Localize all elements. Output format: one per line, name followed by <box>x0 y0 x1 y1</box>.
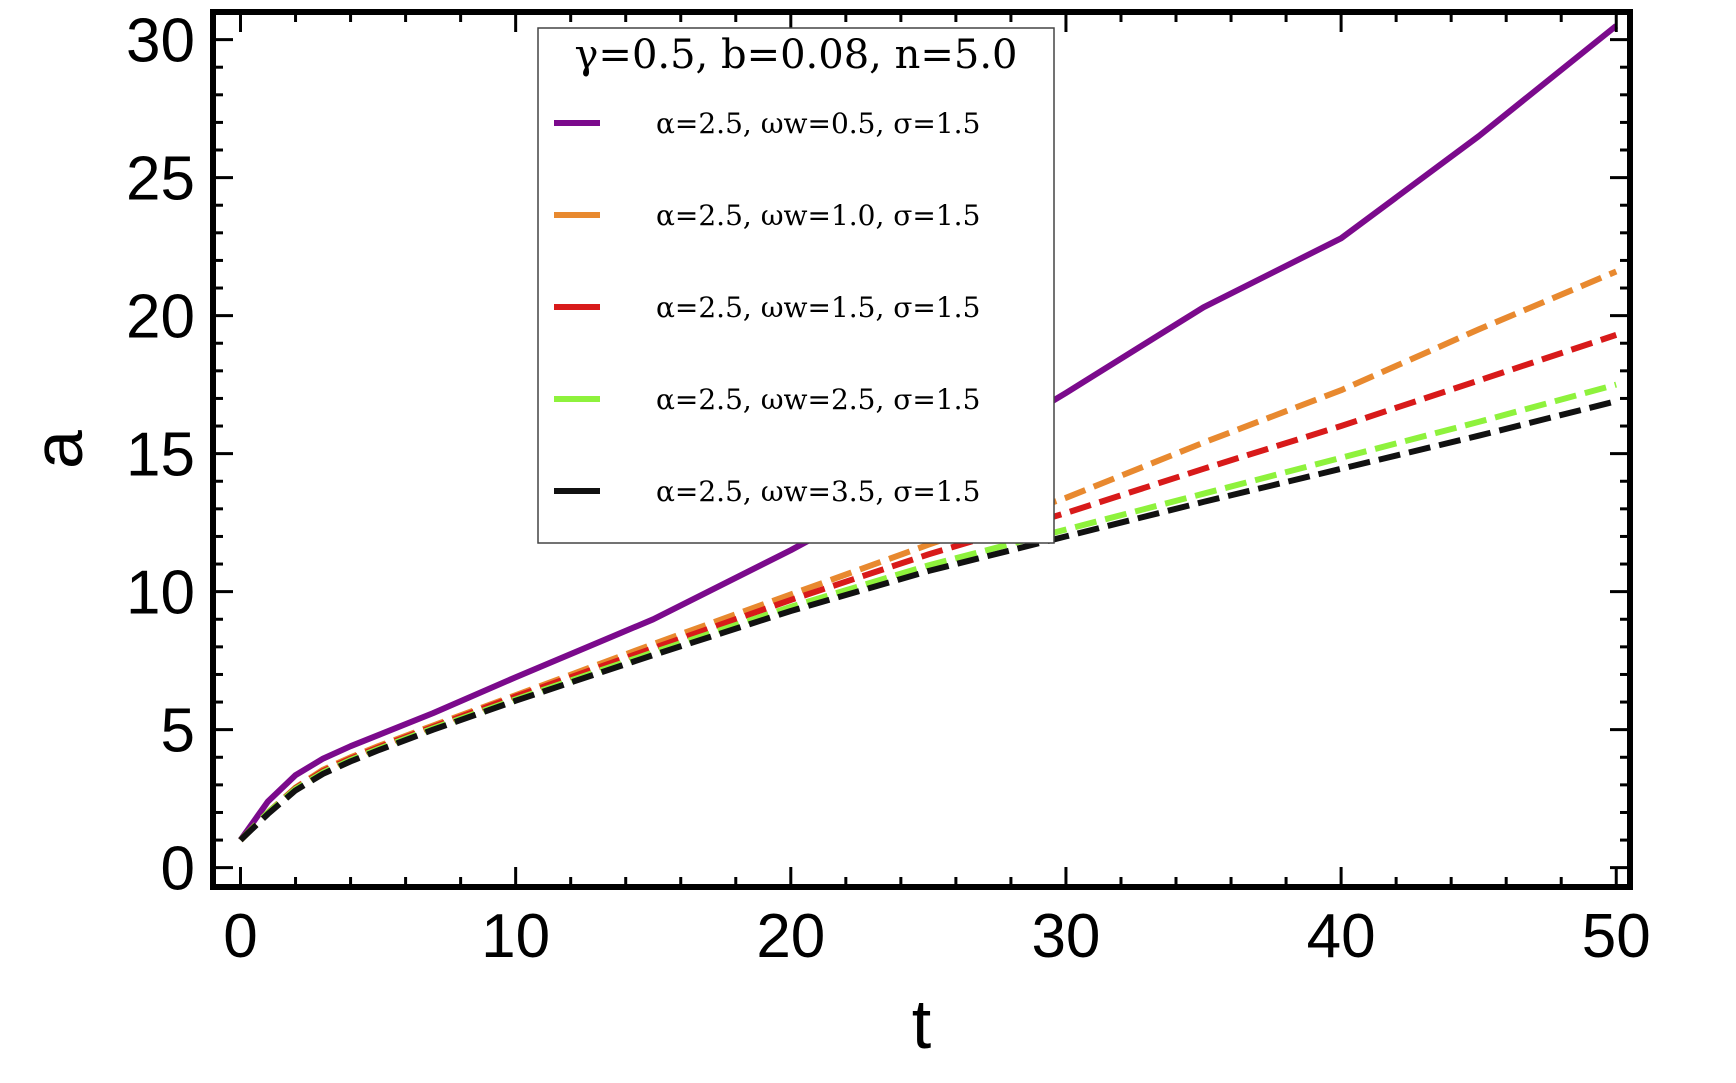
x-tick-label: 20 <box>756 902 825 971</box>
y-tick-label: 25 <box>126 145 195 214</box>
y-axis-label: a <box>19 430 97 469</box>
x-tick-label: 40 <box>1307 902 1376 971</box>
y-tick-label: 0 <box>161 835 195 904</box>
y-tick-label: 10 <box>126 559 195 628</box>
x-tick-label: 0 <box>223 902 257 971</box>
series-layer <box>238 23 1619 843</box>
series-line-3 <box>238 332 1618 843</box>
series-line-1 <box>238 23 1619 842</box>
y-tick-label: 20 <box>126 283 195 352</box>
legend-items: α=2.5, ωw=0.5, σ=1.5 α=2.5, ωw=1.0, σ=1.5… <box>554 107 980 508</box>
y-tick-label: 5 <box>161 697 195 766</box>
y-tick-label: 15 <box>126 421 195 490</box>
legend-label-4: α=2.5, ωw=2.5, σ=1.5 <box>656 383 980 416</box>
legend-title: γ=0.5, b=0.08, n=5.0 <box>575 32 1018 78</box>
legend-label-1: α=2.5, ωw=0.5, σ=1.5 <box>656 107 980 140</box>
x-tick-label: 10 <box>481 902 550 971</box>
y-tick-label: 30 <box>126 7 195 76</box>
series-line-5 <box>238 398 1617 843</box>
legend-label-5: α=2.5, ωw=3.5, σ=1.5 <box>656 475 980 508</box>
legend-label-3: α=2.5, ωw=1.5, σ=1.5 <box>656 291 980 324</box>
legend-box <box>537 27 1055 544</box>
legend: γ=0.5, b=0.08, n=5.0 α=2.5, ωw=0.5, σ=1.… <box>537 27 1055 544</box>
plot-frame <box>210 9 1633 890</box>
x-tick-label: 50 <box>1582 902 1651 971</box>
legend-label-2: α=2.5, ωw=1.0, σ=1.5 <box>656 199 980 232</box>
x-tick-label: 30 <box>1031 902 1100 971</box>
x-axis-label: t <box>912 985 931 1063</box>
tick-label-layer: 0 10 20 30 40 50 0 5 10 15 20 25 30 <box>126 7 1651 971</box>
